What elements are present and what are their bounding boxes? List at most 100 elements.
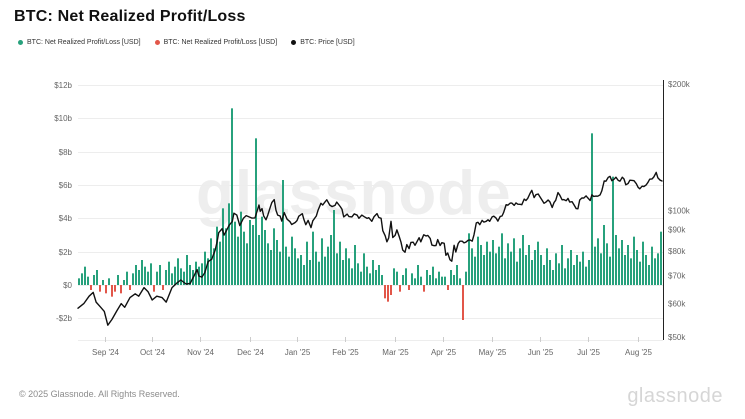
profit-bar[interactable] <box>324 256 326 285</box>
profit-bar[interactable] <box>96 269 98 285</box>
profit-bar[interactable] <box>459 278 461 285</box>
profit-bar[interactable] <box>420 276 422 285</box>
profit-bar[interactable] <box>582 251 584 285</box>
profit-bar[interactable] <box>417 264 419 285</box>
profit-bar[interactable] <box>510 251 512 285</box>
profit-bar[interactable] <box>579 261 581 285</box>
loss-bar[interactable] <box>384 285 386 299</box>
profit-bar[interactable] <box>495 253 497 285</box>
profit-bar[interactable] <box>471 248 473 285</box>
price-line[interactable] <box>77 171 663 326</box>
profit-bar[interactable] <box>240 211 242 285</box>
profit-bar[interactable] <box>174 266 176 285</box>
profit-bar[interactable] <box>624 254 626 285</box>
profit-bar[interactable] <box>291 236 293 285</box>
profit-bar[interactable] <box>261 216 263 285</box>
profit-bar[interactable] <box>540 254 542 285</box>
profit-bar[interactable] <box>357 263 359 285</box>
profit-bar[interactable] <box>552 269 554 285</box>
profit-bar[interactable] <box>570 249 572 285</box>
profit-bar[interactable] <box>144 266 146 285</box>
profit-bar[interactable] <box>513 238 515 285</box>
profit-bar[interactable] <box>228 203 230 285</box>
profit-bar[interactable] <box>279 251 281 285</box>
profit-bar[interactable] <box>405 268 407 285</box>
profit-bar[interactable] <box>657 253 659 285</box>
profit-bar[interactable] <box>393 268 395 285</box>
profit-bar[interactable] <box>156 271 158 285</box>
loss-bar[interactable] <box>90 285 92 291</box>
profit-bar[interactable] <box>612 176 614 285</box>
profit-bar[interactable] <box>429 274 431 285</box>
profit-bar[interactable] <box>234 221 236 285</box>
profit-bar[interactable] <box>189 264 191 285</box>
profit-bar[interactable] <box>258 234 260 285</box>
profit-bar[interactable] <box>456 264 458 285</box>
profit-bar[interactable] <box>396 271 398 285</box>
profit-bar[interactable] <box>216 226 218 285</box>
loss-bar[interactable] <box>99 285 101 292</box>
profit-bar[interactable] <box>564 268 566 285</box>
loss-bar[interactable] <box>120 285 122 294</box>
profit-bar[interactable] <box>288 256 290 285</box>
profit-bar[interactable] <box>78 278 80 285</box>
profit-bar[interactable] <box>537 241 539 285</box>
profit-bar[interactable] <box>321 238 323 285</box>
profit-bar[interactable] <box>585 266 587 285</box>
profit-bar[interactable] <box>207 258 209 285</box>
profit-bar[interactable] <box>546 248 548 285</box>
profit-bar[interactable] <box>627 244 629 285</box>
profit-bar[interactable] <box>108 278 110 285</box>
profit-bar[interactable] <box>492 239 494 285</box>
loss-bar[interactable] <box>153 285 155 292</box>
profit-bar[interactable] <box>501 233 503 285</box>
profit-bar[interactable] <box>276 239 278 285</box>
profit-bar[interactable] <box>594 246 596 285</box>
profit-bar[interactable] <box>342 259 344 285</box>
profit-bar[interactable] <box>480 244 482 285</box>
profit-bar[interactable] <box>504 258 506 285</box>
profit-bar[interactable] <box>525 254 527 285</box>
profit-bar[interactable] <box>486 241 488 285</box>
profit-bar[interactable] <box>267 243 269 285</box>
profit-bar[interactable] <box>444 276 446 285</box>
profit-bar[interactable] <box>243 231 245 285</box>
profit-bar[interactable] <box>135 264 137 285</box>
profit-bar[interactable] <box>498 246 500 285</box>
profit-bar[interactable] <box>249 219 251 285</box>
profit-bar[interactable] <box>171 273 173 285</box>
profit-bar[interactable] <box>636 249 638 285</box>
profit-bar[interactable] <box>84 266 86 285</box>
profit-bar[interactable] <box>519 248 521 285</box>
profit-bar[interactable] <box>210 238 212 285</box>
profit-bar[interactable] <box>375 269 377 285</box>
loss-bar[interactable] <box>111 285 113 297</box>
profit-bar[interactable] <box>204 251 206 285</box>
loss-bar[interactable] <box>447 285 449 291</box>
profit-bar[interactable] <box>309 259 311 285</box>
profit-bar[interactable] <box>123 279 125 285</box>
profit-bar[interactable] <box>327 246 329 285</box>
profit-bar[interactable] <box>411 273 413 285</box>
profit-bar[interactable] <box>183 271 185 285</box>
profit-bar[interactable] <box>141 259 143 285</box>
profit-bar[interactable] <box>126 271 128 285</box>
profit-bar[interactable] <box>597 238 599 285</box>
profit-bar[interactable] <box>81 273 83 285</box>
profit-bar[interactable] <box>435 278 437 285</box>
profit-bar[interactable] <box>180 268 182 285</box>
profit-bar[interactable] <box>381 274 383 285</box>
profit-bar[interactable] <box>453 274 455 285</box>
profit-bar[interactable] <box>147 271 149 285</box>
profit-bar[interactable] <box>573 264 575 285</box>
profit-bar[interactable] <box>282 179 284 285</box>
profit-bar[interactable] <box>369 273 371 285</box>
profit-bar[interactable] <box>591 133 593 285</box>
profit-bar[interactable] <box>543 264 545 285</box>
profit-bar[interactable] <box>312 231 314 285</box>
loss-bar[interactable] <box>408 285 410 291</box>
profit-bar[interactable] <box>177 258 179 285</box>
legend-item-net-realized-loss[interactable]: BTC: Net Realized Profit/Loss [USD] <box>154 39 277 46</box>
profit-bar[interactable] <box>360 271 362 285</box>
profit-bar[interactable] <box>348 258 350 285</box>
